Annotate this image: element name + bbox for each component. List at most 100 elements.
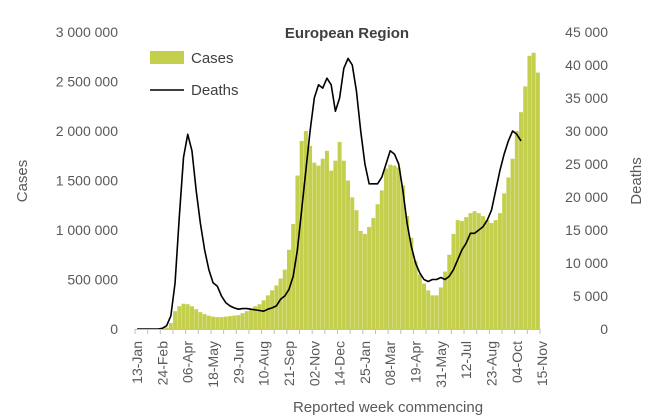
cases-bar xyxy=(502,193,507,329)
cases-bar xyxy=(519,112,524,329)
cases-bar xyxy=(177,306,182,329)
y-tick-label: 500 000 xyxy=(67,272,118,288)
cases-bar xyxy=(240,313,245,329)
cases-bar xyxy=(409,237,414,329)
cases-bar xyxy=(341,160,346,329)
cases-bar xyxy=(253,306,258,329)
cases-bar xyxy=(396,167,401,329)
cases-bar xyxy=(164,327,169,329)
y-axis-title: Cases xyxy=(14,160,31,203)
cases-bar xyxy=(459,221,464,329)
cases-bar xyxy=(476,213,481,329)
cases-bar xyxy=(282,269,287,329)
cases-bar xyxy=(455,220,460,329)
cases-bar xyxy=(358,230,363,329)
cases-bar xyxy=(514,131,519,329)
x-tick-label: 15-Nov xyxy=(534,341,550,386)
x-axis-title: Reported week commencing xyxy=(293,399,483,416)
cases-bar xyxy=(181,303,186,329)
cases-bar xyxy=(510,158,515,329)
cases-bar xyxy=(413,260,418,329)
cases-bar xyxy=(523,86,528,329)
cases-bar xyxy=(312,162,317,329)
cases-bar xyxy=(189,306,194,329)
cases-bar xyxy=(371,218,376,329)
cases-bar xyxy=(236,315,241,329)
cases-bar xyxy=(270,290,275,329)
cases-bar xyxy=(198,312,203,329)
cases-bar xyxy=(324,150,329,329)
y-tick-label: 1 000 000 xyxy=(56,222,118,238)
cases-bar xyxy=(337,141,342,329)
cases-bar xyxy=(244,311,249,329)
cases-bar xyxy=(388,164,393,329)
cases-bar xyxy=(367,227,372,329)
cases-bar xyxy=(249,309,254,329)
cases-bar xyxy=(316,165,321,329)
cases-bar xyxy=(422,283,426,329)
cases-bar xyxy=(417,274,422,329)
x-tick-label: 29-Jun xyxy=(230,341,246,384)
x-tick-label: 06-Apr xyxy=(180,341,196,383)
cases-bar xyxy=(219,317,224,329)
cases-bar xyxy=(320,158,325,329)
x-tick-label: 23-Aug xyxy=(483,341,499,386)
y-axis-tick-labels: 0 500 000 1 000 000 1 500 000 2 000 000 2 500… xyxy=(56,24,119,337)
cases-bar xyxy=(354,210,359,329)
cases-bar xyxy=(346,180,351,329)
x-axis-ticks xyxy=(134,329,541,334)
y2-tick-label: 45 000 xyxy=(565,24,608,40)
cases-bar xyxy=(489,223,494,329)
cases-bar xyxy=(274,285,279,329)
cases-bar xyxy=(299,140,304,329)
cases-bar xyxy=(185,304,190,329)
cases-bar xyxy=(447,254,452,329)
cases-bar xyxy=(232,315,237,329)
cases-bar xyxy=(223,316,228,330)
y2-tick-label: 35 000 xyxy=(565,90,608,106)
deaths-line xyxy=(137,57,522,330)
cases-bar xyxy=(527,55,532,329)
cases-bar xyxy=(384,168,389,329)
x-tick-label: 24-Feb xyxy=(154,341,170,386)
legend-deaths-label: Deaths xyxy=(191,82,239,99)
y2-axis-tick-labels: 0 5 000 10 000 15 000 20 000 25 000 30 000 35 0… xyxy=(565,24,608,337)
x-tick-label: 31-May xyxy=(433,341,449,388)
x-tick-label: 02-Nov xyxy=(306,341,322,386)
legend: Cases Deaths xyxy=(150,50,239,99)
cases-bar xyxy=(506,177,511,329)
y2-tick-label: 5 000 xyxy=(573,288,608,304)
chart-title: European Region xyxy=(285,25,409,42)
y2-tick-label: 20 000 xyxy=(565,189,608,205)
cases-bar xyxy=(202,314,207,329)
cases-bar xyxy=(472,211,477,329)
y2-tick-label: 30 000 xyxy=(565,123,608,139)
cases-bar xyxy=(451,233,456,329)
cases-bar xyxy=(261,300,266,329)
cases-bar xyxy=(468,213,473,329)
x-tick-label: 19-Apr xyxy=(408,341,424,383)
y-tick-label: 2 000 000 xyxy=(56,123,118,139)
cases-bar xyxy=(278,278,283,329)
cases-bar xyxy=(405,216,410,329)
cases-bar xyxy=(430,295,435,329)
x-tick-label: 10-Aug xyxy=(256,341,272,386)
cases-bar xyxy=(362,233,367,329)
cases-bar xyxy=(392,165,397,329)
cases-bar xyxy=(206,315,211,329)
cases-bar xyxy=(194,309,199,329)
cases-bar xyxy=(438,287,443,329)
cases-bar xyxy=(443,271,448,329)
cases-bar xyxy=(535,72,540,329)
cases-bar xyxy=(257,304,262,329)
y-tick-label: 0 xyxy=(110,321,118,337)
x-tick-label: 13-Jan xyxy=(129,341,145,384)
cases-bar xyxy=(211,316,216,330)
cases-bar xyxy=(464,217,469,329)
cases-bar xyxy=(303,131,308,329)
cases-bar xyxy=(168,323,173,329)
cases-bar xyxy=(333,160,338,329)
cases-bar xyxy=(265,295,270,329)
cases-bar xyxy=(375,204,380,329)
